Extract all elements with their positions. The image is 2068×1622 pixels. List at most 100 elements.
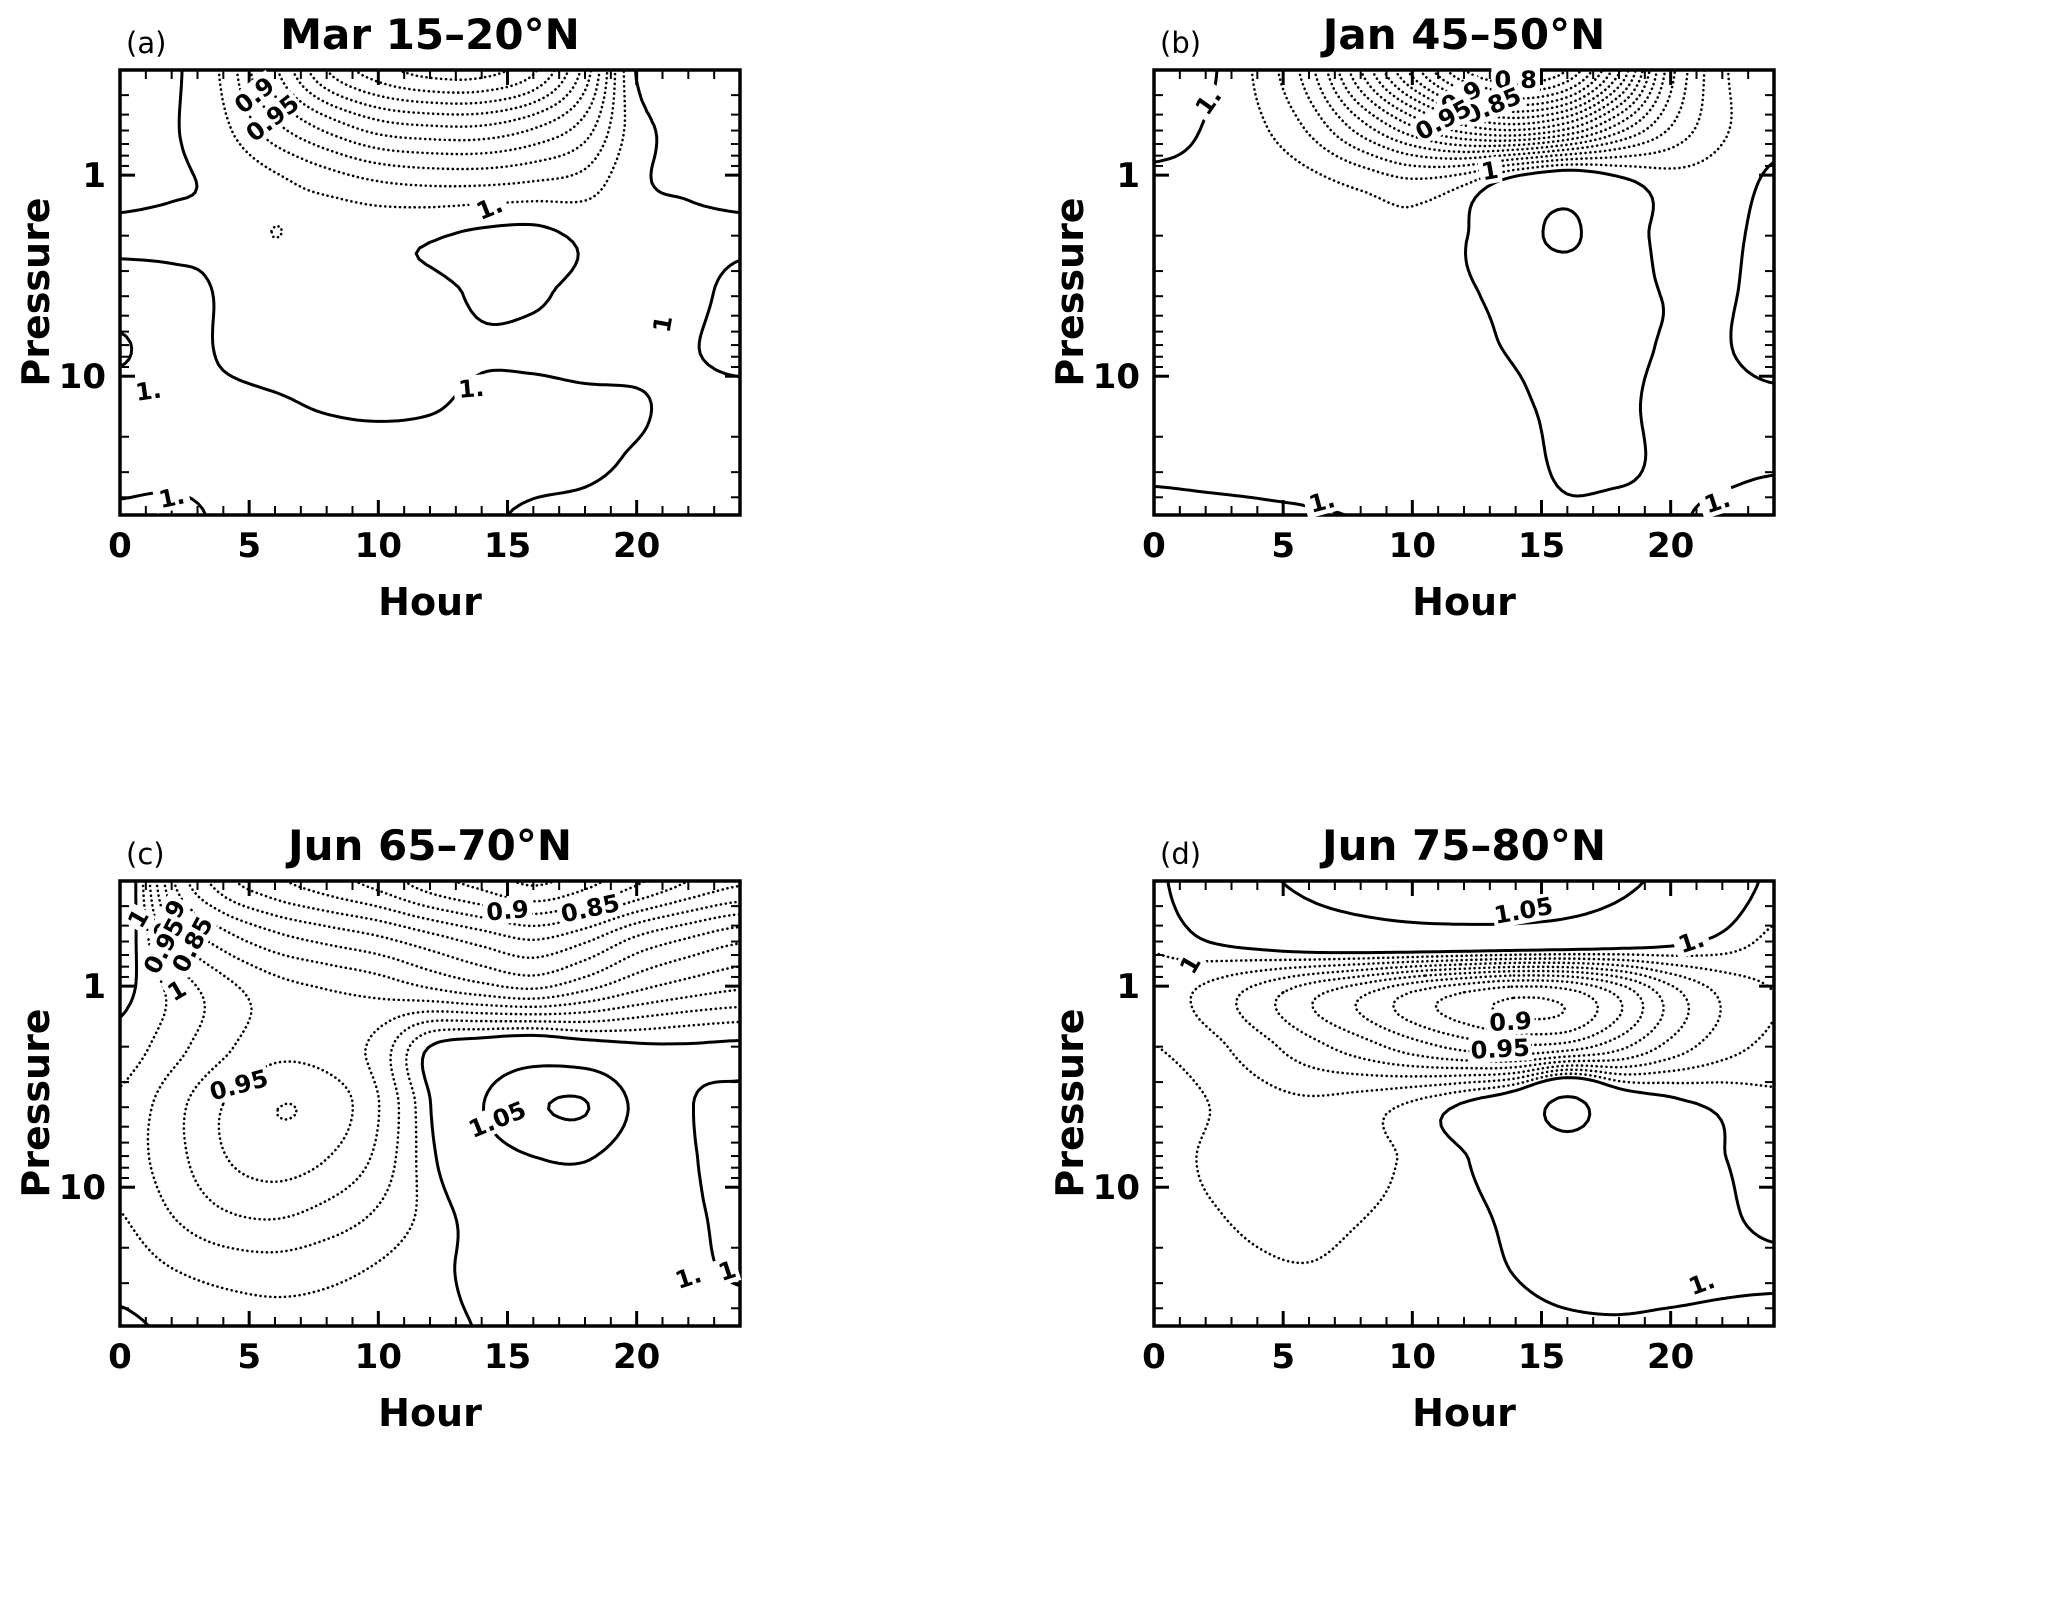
contour-line-solid xyxy=(120,331,134,368)
contour-lines xyxy=(1154,70,1774,515)
x-tick-label: 0 xyxy=(108,1337,132,1377)
contour-line-solid xyxy=(414,222,580,326)
x-tick-label: 5 xyxy=(237,1337,261,1377)
x-tick-label: 10 xyxy=(1389,1337,1436,1377)
contour-line-dotted xyxy=(1250,70,1733,209)
x-tick-label: 10 xyxy=(1389,526,1436,566)
contour-line-dotted xyxy=(235,70,617,188)
y-axis-label: Pressure xyxy=(14,1008,58,1198)
contour-line-dotted xyxy=(249,70,609,171)
contour-line-solid xyxy=(634,70,740,215)
x-tick-label: 5 xyxy=(237,526,261,566)
svg-text:1.: 1. xyxy=(156,481,187,514)
axis-ticks xyxy=(118,881,741,1326)
panel-c-header: (c) Jun 65–70°N xyxy=(120,821,740,871)
contour-label: 1 xyxy=(1173,948,1207,981)
panel-d-header: (d) Jun 75–80°N xyxy=(1154,821,1774,871)
panel-c-tag: (c) xyxy=(126,837,165,871)
contour-line-dotted xyxy=(1313,70,1677,160)
contour-label: 1. xyxy=(667,1259,709,1295)
x-tick-label: 20 xyxy=(613,1337,660,1377)
contour-line-solid xyxy=(120,881,138,1020)
svg-text:1: 1 xyxy=(1479,156,1500,186)
y-tick-label: 1 xyxy=(82,156,106,196)
y-tick-label: 10 xyxy=(60,1168,106,1208)
contour-line-dotted xyxy=(120,1020,740,1299)
panel-b-tag: (b) xyxy=(1160,26,1202,60)
contour-line-solid xyxy=(1279,881,1646,926)
x-tick-label: 15 xyxy=(484,1337,531,1377)
contour-line-solid xyxy=(547,1094,591,1122)
contour-line-dotted xyxy=(1234,961,1723,1078)
contour-label: 1 xyxy=(648,311,678,337)
panel-b: (b) Jan 45–50°N Pressure 0 5 10 15 20 1 10 0.8 0… xyxy=(1034,0,2068,811)
contour-line-dotted xyxy=(452,881,605,903)
contour-line-solid xyxy=(120,257,654,515)
x-tick-label: 0 xyxy=(108,526,132,566)
contour-label: 1 xyxy=(1476,156,1503,186)
contour-line-dotted xyxy=(1311,969,1665,1063)
x-tick-label: 20 xyxy=(1647,1337,1694,1377)
panel-d: (d) Jun 75–80°N Pressure 0 5 10 15 20 1 10 1.05… xyxy=(1034,811,2068,1622)
contour-line-solid xyxy=(1464,168,1665,498)
contour-line-solid xyxy=(697,258,740,379)
contour-line-dotted xyxy=(1348,70,1651,142)
contour-label: 1.05 xyxy=(1490,892,1557,930)
panel-b-header: (b) Jan 45–50°N xyxy=(1154,10,1774,60)
y-tick-label: 10 xyxy=(1094,357,1140,397)
contour-label: 0.95 xyxy=(1468,1034,1532,1065)
panel-a: (a) Mar 15–20°N Pressure 0 5 10 15 20 1 10 0.9 0… xyxy=(0,0,1034,811)
y-tick-label: 1 xyxy=(82,967,106,1007)
contour-label: 1. xyxy=(1680,1264,1723,1302)
contour-line-solid xyxy=(1542,1095,1592,1134)
contour-line-dotted xyxy=(1154,923,1774,963)
contour-line-dotted xyxy=(352,881,690,928)
contour-line-solid xyxy=(120,70,199,215)
axis-ticks xyxy=(1152,70,1775,515)
contour-line-dotted xyxy=(1392,979,1624,1047)
contour-line-dotted xyxy=(162,881,740,1009)
panel-a-tag: (a) xyxy=(126,26,167,60)
contour-line-dotted xyxy=(1491,996,1567,1021)
contour-label: 1. xyxy=(452,374,490,404)
contour-label: 1. xyxy=(1187,79,1229,124)
x-tick-label: 0 xyxy=(1142,526,1166,566)
contour-line-dotted xyxy=(275,1102,298,1121)
contour-label: 0.9 xyxy=(1485,1007,1536,1037)
contour-line-dotted xyxy=(307,70,570,116)
svg-text:1.: 1. xyxy=(134,375,163,406)
contour-line-dotted xyxy=(1370,70,1638,132)
contour-line-solid xyxy=(420,1033,740,1326)
contour-line-dotted xyxy=(1382,70,1630,126)
contour-line-solid xyxy=(1439,1076,1774,1317)
svg-text:1: 1 xyxy=(715,1255,740,1287)
x-tick-label: 15 xyxy=(1518,526,1565,566)
contour-line-dotted xyxy=(276,70,593,142)
contour-line-dotted xyxy=(146,881,740,1254)
contour-line-dotted xyxy=(1418,70,1604,107)
svg-text:1.: 1. xyxy=(457,374,485,404)
y-tick-label: 10 xyxy=(1094,1168,1140,1208)
x-axis-label: Hour xyxy=(378,1391,482,1435)
contour-line-dotted xyxy=(270,224,284,240)
contour-line-dotted xyxy=(1337,70,1659,148)
y-tick-label: 10 xyxy=(60,357,106,397)
contour-line-dotted xyxy=(353,70,539,94)
contour-label: 1. xyxy=(151,480,192,514)
svg-text:0.95: 0.95 xyxy=(1470,1034,1531,1065)
panel-d-title: Jun 75–80°N xyxy=(1321,821,1607,870)
contour-label: 1. xyxy=(1301,484,1343,519)
contour-line-solid xyxy=(692,1079,740,1288)
x-tick-label: 10 xyxy=(355,1337,402,1377)
x-tick-label: 5 xyxy=(1271,1337,1295,1377)
contour-line-dotted xyxy=(155,881,740,1221)
svg-text:0.9: 0.9 xyxy=(1489,1007,1533,1037)
contour-plot-c: 0510152011010.90.950.8510.90.850.951.051… xyxy=(60,879,742,1377)
y-axis-label: Pressure xyxy=(1048,1008,1092,1198)
panel-a-title: Mar 15–20°N xyxy=(280,10,580,59)
contour-line-dotted xyxy=(262,70,601,156)
panel-a-header: (a) Mar 15–20°N xyxy=(120,10,740,60)
